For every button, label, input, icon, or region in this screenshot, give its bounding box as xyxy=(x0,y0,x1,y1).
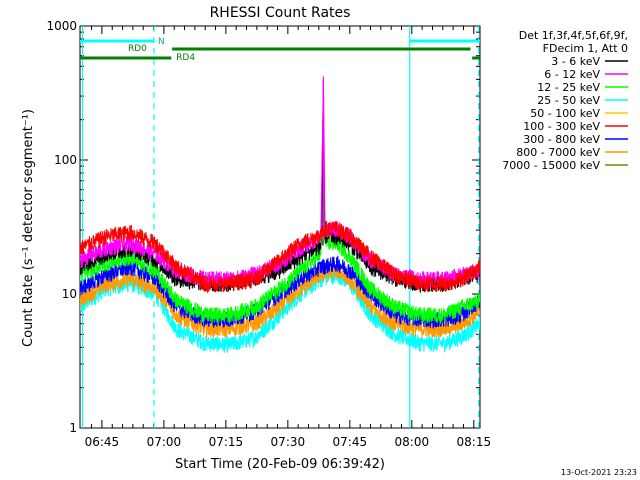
y-tick-label: 1000 xyxy=(46,19,77,33)
chart-title: RHESSI Count Rates xyxy=(210,5,351,21)
footer-date: 13-Oct-2021 23:23 xyxy=(561,468,637,477)
x-axis-label: Start Time (20-Feb-09 06:39:42) xyxy=(175,457,385,472)
legend-header: Det 1f,3f,4f,5f,6f,9f, xyxy=(519,29,628,42)
legend-entry-label: 7000 - 15000 keV xyxy=(502,159,600,172)
x-tick-label: 08:00 xyxy=(395,435,430,449)
legend-entry-label: 3 - 6 keV xyxy=(551,55,600,68)
legend-entry-label: 800 - 7000 keV xyxy=(516,146,600,159)
x-tick-label: 07:15 xyxy=(209,435,244,449)
legend-entry-label: 300 - 800 keV xyxy=(523,133,600,146)
plot-frame xyxy=(79,25,481,429)
state-label: RD0 xyxy=(128,44,147,54)
plot-area: 1 10 100 1000 06:45 07:00 07:15 07:30 07:45 08:00… xyxy=(46,19,491,449)
x-tick-label: 07:45 xyxy=(333,435,368,449)
legend: Det 1f,3f,4f,5f,6f,9f,FDecim 1, Att 03 -… xyxy=(502,29,628,172)
y-tick-label: 1 xyxy=(69,421,77,435)
legend-entry-label: 25 - 50 keV xyxy=(537,94,600,107)
legend-entry-label: 12 - 25 keV xyxy=(537,81,600,94)
y-axis-label: Count Rate (s⁻¹ detector segment⁻¹) xyxy=(21,109,36,347)
x-tick-label: 07:30 xyxy=(271,435,306,449)
legend-header: FDecim 1, Att 0 xyxy=(543,42,628,55)
series-line-25-50keV xyxy=(80,268,480,353)
series-group xyxy=(80,26,480,428)
y-tick-label: 10 xyxy=(62,287,77,301)
x-tick-label: 08:15 xyxy=(457,435,492,449)
x-tick-label: 07:00 xyxy=(147,435,182,449)
legend-entry-label: 100 - 300 keV xyxy=(523,120,600,133)
state-label: RD4 xyxy=(176,53,195,63)
series-line-100-300keV xyxy=(80,220,480,294)
x-tick-label: 06:45 xyxy=(85,435,120,449)
y-tick-label: 100 xyxy=(54,153,77,167)
state-label: N xyxy=(158,37,165,47)
legend-entry-label: 50 - 100 keV xyxy=(530,107,600,120)
legend-entry-label: 6 - 12 keV xyxy=(544,68,600,81)
